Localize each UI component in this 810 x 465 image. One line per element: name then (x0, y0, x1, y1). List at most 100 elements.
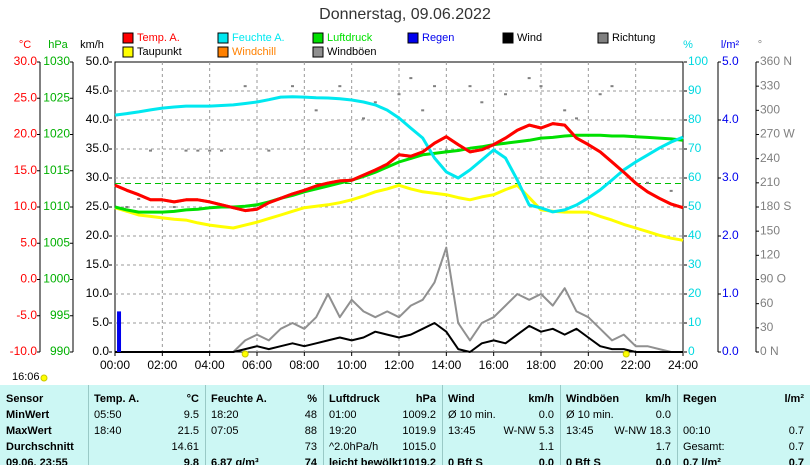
cell-text: 0 Bft S (448, 457, 483, 465)
column-divider (323, 385, 324, 465)
series-line (114, 95, 684, 214)
legend-swatch (312, 32, 324, 44)
y-tick-label: 20.0 (14, 127, 38, 141)
y-tick-label: 90 (688, 83, 702, 97)
y-tick-label: 4.0 (722, 112, 739, 126)
cell-text: 1009.2 (402, 409, 436, 421)
cell-text: 48 (304, 409, 317, 421)
cell-text: W-NW 18.3 (614, 425, 671, 437)
sun-marker (622, 350, 630, 358)
direction-dot (504, 93, 507, 96)
cell-text: 1015.0 (402, 441, 436, 453)
table-row: MinWert 05:50 9.5 18:20 48 01:00 1009.2 Ø 10 mi… (0, 407, 810, 423)
x-tick-label: 22:00 (621, 358, 651, 372)
stats-table: Sensor Temp. A. °C Feuchte A.% Luftdruck hPa W… (0, 385, 810, 465)
legend-swatch (122, 46, 134, 58)
cell-text: % (307, 393, 317, 405)
direction-dot (220, 149, 223, 152)
cell-text: 9.8 (183, 457, 199, 465)
table-cell: ^2.0hPa/h 1015.0 (323, 439, 442, 455)
y-tick-label: 40 (688, 228, 702, 242)
y-tick-label: 20 (688, 286, 702, 300)
cell-text: MinWert (6, 409, 50, 421)
cell-text: 0.7 (788, 457, 804, 465)
column-divider (88, 385, 89, 465)
y-tick-label: 90 O (760, 272, 786, 286)
cell-text: 01:00 (329, 409, 357, 421)
cell-text: 74 (304, 457, 317, 465)
y-tick-label: 45.0 (86, 83, 110, 97)
legend-label: Regen (422, 32, 454, 44)
y-tick-label: 20.0 (86, 228, 110, 242)
cell-text: 0 Bft S (566, 457, 601, 465)
cell-text: Ø 10 min. (448, 409, 496, 421)
x-tick-label: 08:00 (289, 358, 319, 372)
x-tick-label: 10:00 (337, 358, 367, 372)
table-row: Sensor Temp. A. °C Feuchte A.% Luftdruck hPa W… (0, 391, 810, 407)
table-cell: leicht bewölkt 1019.2 (323, 455, 442, 465)
table-cell: 19:20 1019.9 (323, 423, 442, 439)
table-cell: 14.61 (88, 439, 205, 455)
rain-bar (117, 311, 122, 352)
y-tick-label: 1.0 (722, 286, 739, 300)
y-tick-label: 1000 (43, 272, 70, 286)
y-tick-label: 0.0 (92, 344, 109, 358)
direction-dot (480, 101, 484, 104)
y-tick-label: 120 (760, 248, 780, 262)
y-tick-label: -5.0 (16, 308, 37, 322)
table-cell: 13:45 W-NW 5.3 (442, 423, 560, 439)
cell-text: 88 (304, 425, 317, 437)
cell-text: Wind (448, 393, 475, 405)
cell-text: 1019.2 (402, 457, 436, 465)
table-cell: 09.06. 23:55 (0, 455, 88, 465)
table-cell: 01:00 1009.2 (323, 407, 442, 423)
direction-dot (243, 85, 247, 88)
direction-dot (598, 93, 602, 96)
direction-dot (208, 149, 212, 152)
y-tick-label: 0.0 (20, 272, 37, 286)
y-tick-label: 10.0 (86, 286, 110, 300)
axis-unit: hPa (48, 39, 68, 51)
column-divider (205, 385, 206, 465)
table-cell: 18:20 48 (205, 407, 323, 423)
direction-dot (563, 109, 567, 112)
table-cell: 13:45 W-NW 18.3 (560, 423, 677, 439)
axis-unit: % (683, 39, 693, 51)
table-cell: Ø 10 min. 0.0 (442, 407, 560, 423)
direction-dot (527, 77, 531, 80)
legend-swatch (122, 32, 134, 44)
table-cell: 07:05 88 (205, 423, 323, 439)
legend-label: Windböen (327, 46, 377, 58)
x-tick-label: 20:00 (573, 358, 603, 372)
y-tick-label: 0 (688, 344, 695, 358)
y-tick-label: 35.0 (86, 141, 110, 155)
cell-text: Durchschnitt (6, 441, 74, 453)
y-tick-label: 1030 (43, 54, 70, 68)
cell-text: Luftdruck (329, 393, 380, 405)
y-tick-label: 0 N (760, 344, 779, 358)
direction-dot (468, 85, 472, 88)
table-cell: 9.8 (88, 455, 205, 465)
cell-text: 1019.9 (402, 425, 436, 437)
cell-text: leicht bewölkt (329, 457, 402, 465)
table-cell: Windböen km/h (560, 391, 677, 407)
table-cell: Sensor (0, 391, 88, 407)
cell-text: 07:05 (211, 425, 239, 437)
direction-dot (314, 109, 318, 112)
direction-dot (575, 117, 578, 120)
legend-label: Luftdruck (327, 32, 373, 44)
cell-text: 0.7 l/m² (683, 457, 721, 465)
direction-dot (149, 149, 152, 152)
legend-swatch (312, 46, 324, 58)
axis-unit: km/h (80, 39, 104, 51)
table-row: 09.06. 23:55 9.8 6.87 g/m³ 74 leicht bewölkt… (0, 455, 810, 465)
cell-text: 05:50 (94, 409, 122, 421)
y-tick-label: 300 (760, 103, 780, 117)
y-tick-label: 5.0 (722, 54, 739, 68)
x-tick-label: 02:00 (147, 358, 177, 372)
y-tick-label: 5.0 (20, 235, 37, 249)
y-tick-label: 1010 (43, 199, 70, 213)
cell-text: 9.5 (183, 409, 199, 421)
series-line (115, 322, 683, 353)
legend-label: Wind (517, 32, 542, 44)
